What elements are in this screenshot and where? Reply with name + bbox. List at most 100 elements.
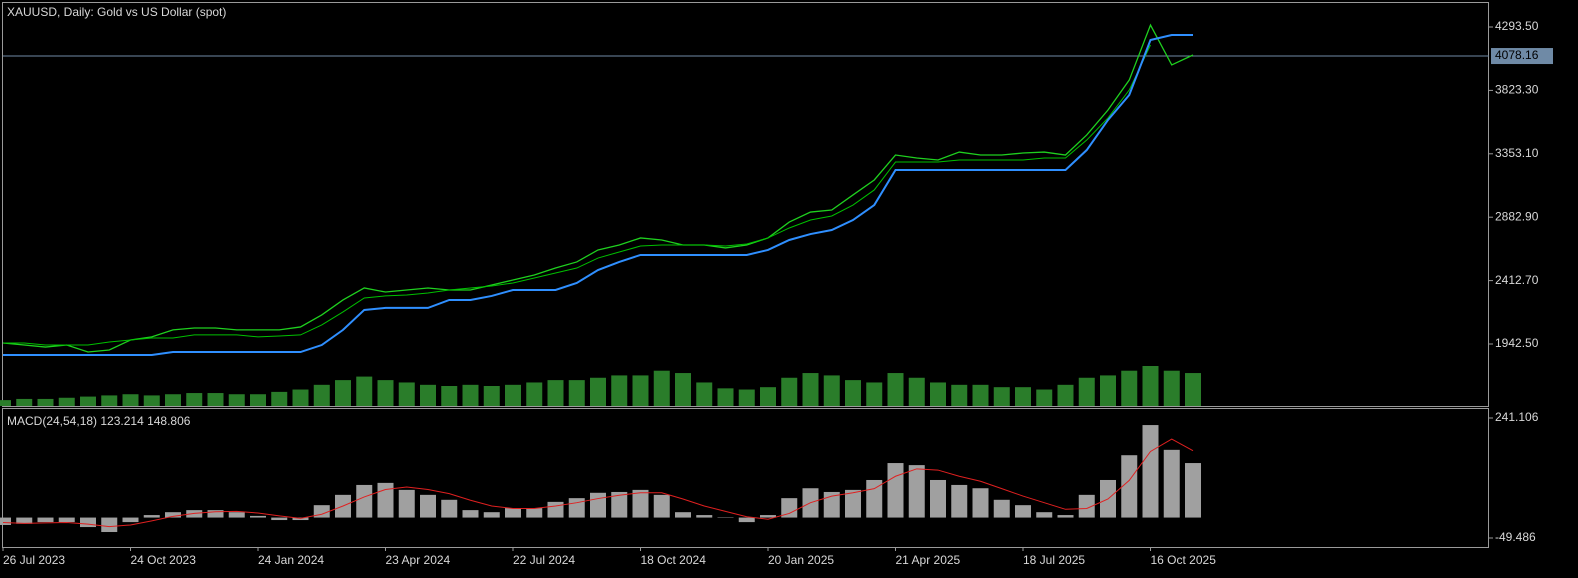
macd-bar: [1163, 449, 1180, 518]
volume-bar: [760, 387, 776, 406]
volume-bar: [58, 397, 75, 406]
x-tick-label: 24 Jan 2024: [258, 553, 324, 567]
x-tick-label: 20 Jan 2025: [768, 553, 834, 567]
macd-bar: [993, 499, 1010, 518]
current-price-box: [1491, 48, 1553, 65]
macd-bar: [951, 484, 968, 518]
volume-bar: [675, 373, 691, 406]
macd-title: MACD(24,54,18) 123.214 148.806: [7, 414, 191, 428]
volume-bar: [526, 382, 543, 406]
volume-bar: [143, 395, 160, 406]
y-tick-label: 2882.90: [1495, 209, 1539, 223]
volume-bar: [866, 382, 883, 406]
volume-bar: [462, 384, 479, 406]
macd-bar: [568, 498, 585, 518]
volume-bar: [547, 380, 564, 406]
x-tick-label: 21 Apr 2025: [896, 553, 961, 567]
y-tick-label: 3353.10: [1495, 146, 1539, 160]
volume-bar: [398, 382, 415, 406]
volume-bar: [590, 377, 606, 406]
x-tick-label: 24 Oct 2023: [131, 553, 197, 567]
volume-bar: [335, 380, 351, 406]
signal-line: [2, 438, 1194, 528]
macd-bar: [823, 491, 840, 518]
macd-bar: [441, 499, 458, 518]
macd-bar: [165, 512, 181, 518]
price-pane: [2, 2, 1489, 407]
macd-bar: [526, 508, 543, 518]
macd-bar: [122, 517, 139, 523]
volume-bar: [930, 382, 946, 406]
volume-bar: [1036, 389, 1053, 406]
volume-bar: [1015, 387, 1031, 406]
macd-bar: [398, 489, 415, 518]
volume-bar: [377, 380, 394, 406]
macd-bar: [462, 510, 479, 518]
volume-bar: [951, 384, 968, 406]
volume-bar: [1057, 384, 1074, 406]
volume-bar: [101, 395, 118, 406]
macd-bar: [1121, 455, 1138, 518]
macd-bar: [356, 484, 373, 518]
volume-bar: [1100, 375, 1116, 406]
macd-bar: [505, 508, 521, 518]
macd-bar: [653, 494, 670, 518]
macd-bar: [1015, 505, 1031, 518]
y-tick-label: 1942.50: [1495, 336, 1539, 350]
macd-bar: [37, 517, 54, 523]
volume-bar: [16, 398, 33, 406]
macd-bar: [675, 512, 691, 518]
macd-bar: [845, 489, 861, 518]
macd-bar: [908, 465, 925, 518]
macd-bar: [250, 515, 266, 518]
volume-bar: [1078, 377, 1095, 406]
y-tick-label: 241.106: [1495, 410, 1539, 424]
volume-bar: [908, 377, 925, 406]
macd-bar: [547, 501, 564, 518]
x-tick-label: 26 Jul 2023: [3, 553, 65, 567]
macd-bar: [483, 512, 500, 518]
macd-bar: [930, 479, 946, 518]
volume-bar: [313, 384, 330, 406]
macd-bar: [143, 515, 160, 518]
volume-bar: [80, 396, 96, 406]
volume-bar: [271, 391, 288, 406]
macd-bar: [207, 510, 224, 518]
macd-bar: [1142, 425, 1159, 518]
volume-bar: [165, 394, 181, 406]
macd-bar: [887, 463, 904, 518]
volume-bar: [250, 394, 266, 406]
volume-bar: [845, 380, 861, 406]
volume-bar: [1185, 373, 1201, 406]
macd-bar: [271, 517, 288, 521]
volume-bar: [653, 370, 670, 406]
macd-bar: [0, 517, 11, 525]
macd-bar: [611, 491, 628, 518]
volume-bar: [356, 376, 373, 406]
volume-bar: [37, 398, 54, 406]
macd-bar: [738, 517, 755, 523]
x-tick-label: 23 Apr 2024: [386, 553, 451, 567]
macd-bar: [58, 517, 75, 523]
volume-bar: [823, 375, 840, 406]
x-tick-label: 16 Oct 2025: [1151, 553, 1217, 567]
macd-bar: [313, 505, 330, 518]
volume-bar: [186, 393, 203, 406]
y-tick-label: 3823.30: [1495, 83, 1539, 97]
volume-bar: [738, 389, 755, 406]
volume-bar: [696, 382, 713, 406]
volume-bar: [441, 386, 458, 406]
volume-bar: [122, 394, 139, 406]
macd-bar: [696, 515, 713, 518]
volume-bar: [1121, 370, 1138, 406]
volume-bar: [972, 384, 989, 406]
x-tick-label: 18 Oct 2024: [641, 553, 707, 567]
y-tick-label: 4293.50: [1495, 19, 1539, 33]
macd-pane: [2, 408, 1489, 548]
volume-bar: [483, 386, 500, 406]
macd-bar: [1036, 512, 1053, 518]
macd-bar: [972, 488, 989, 518]
volume-bar: [292, 389, 309, 406]
macd-bar: [590, 492, 606, 518]
